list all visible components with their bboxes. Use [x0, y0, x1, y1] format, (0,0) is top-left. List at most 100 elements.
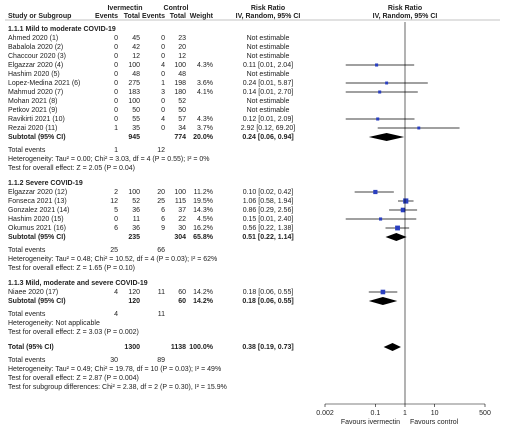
- column-header: Study or Subgroup: [8, 13, 71, 20]
- diamond: [385, 233, 407, 241]
- subtotal-it: 235: [128, 234, 140, 241]
- study-ci: Not estimable: [247, 35, 290, 42]
- subtotal-ct: 60: [178, 298, 186, 305]
- column-header: Total: [170, 13, 186, 20]
- study-ct: 50: [178, 107, 186, 114]
- study-ct: 60: [178, 289, 186, 296]
- x-tick-label: 500: [479, 410, 491, 417]
- study-name: Gonzalez 2021 (14): [8, 207, 69, 214]
- diamond: [368, 133, 405, 141]
- subtotal-weight: 65.8%: [193, 234, 214, 241]
- study-ci: 0.24 [0.01, 5.87]: [243, 80, 294, 87]
- total-it: 1300: [124, 344, 140, 351]
- study-ci: 1.06 [0.58, 1.94]: [243, 198, 294, 205]
- study-ie: 5: [114, 207, 118, 214]
- study-it: 100: [128, 62, 140, 69]
- subtotal-ct: 304: [174, 234, 186, 241]
- study-ci: 0.10 [0.02, 0.42]: [243, 189, 294, 196]
- study-ci: 0.18 [0.06, 0.55]: [243, 289, 294, 296]
- header-rr-plot: Risk Ratio: [388, 5, 422, 12]
- study-ce: 0: [161, 71, 165, 78]
- study-ci: 0.11 [0.01, 2.04]: [243, 62, 293, 69]
- study-ci: Not estimable: [247, 44, 290, 51]
- study-ce: 0: [161, 98, 165, 105]
- study-marker: [400, 207, 406, 213]
- study-ie: 12: [110, 198, 118, 205]
- study-ie: 0: [114, 116, 118, 123]
- diamond: [368, 297, 398, 305]
- study-name: Okumus 2021 (16): [8, 225, 66, 232]
- events-ce: 66: [157, 247, 165, 254]
- study-weight: 19.5%: [193, 198, 213, 205]
- events-ce: 12: [157, 147, 165, 154]
- study-ie: 0: [114, 107, 118, 114]
- study-ct: 198: [174, 80, 186, 87]
- study-ce: 4: [161, 116, 165, 123]
- study-ie: 2: [114, 189, 118, 196]
- subtotal-ct: 774: [174, 134, 186, 141]
- study-ie: 0: [114, 53, 118, 60]
- subtotal-it: 120: [128, 298, 140, 305]
- study-ce: 0: [161, 107, 165, 114]
- study-it: 120: [128, 289, 140, 296]
- study-name: Mahmud 2020 (7): [8, 89, 63, 96]
- study-weight: 4.3%: [197, 62, 213, 69]
- study-it: 36: [132, 207, 140, 214]
- total-weight: 100.0%: [189, 344, 214, 351]
- study-ce: 25: [157, 198, 165, 205]
- header-control: Control: [164, 5, 189, 12]
- study-marker: [378, 90, 382, 94]
- study-ct: 180: [174, 89, 186, 96]
- study-ct: 12: [178, 53, 186, 60]
- study-ie: 0: [114, 89, 118, 96]
- events-label: Total events: [8, 147, 46, 154]
- study-ce: 9: [161, 225, 165, 232]
- events-label: Total events: [8, 311, 46, 318]
- subtotal-ci: 0.24 [0.06, 0.94]: [242, 134, 293, 141]
- events-label: Total events: [8, 247, 46, 254]
- study-weight: 16.2%: [193, 225, 213, 232]
- study-ct: 100: [174, 189, 186, 196]
- events-ie: 30: [110, 357, 118, 364]
- study-name: Elgazzar 2020 (12): [8, 189, 67, 196]
- study-it: 52: [132, 198, 140, 205]
- subtotal-weight: 20.0%: [193, 134, 214, 141]
- events-ce: 11: [158, 311, 165, 318]
- events-label: Total events: [8, 357, 46, 364]
- study-weight: 14.2%: [193, 289, 213, 296]
- study-name: Chaccour 2020 (3): [8, 53, 66, 60]
- study-ie: 0: [114, 216, 118, 223]
- study-weight: 3.7%: [197, 125, 213, 132]
- study-ie: 0: [114, 71, 118, 78]
- study-ce: 4: [161, 62, 165, 69]
- study-marker: [417, 126, 421, 130]
- study-ie: 6: [114, 225, 118, 232]
- study-it: 42: [132, 44, 140, 51]
- total-ct: 1138: [171, 344, 186, 351]
- overall-heterogeneity: Heterogeneity: Tau² = 0.49; Chi² = 19.78…: [8, 366, 221, 373]
- study-ce: 0: [161, 53, 165, 60]
- study-it: 275: [128, 80, 140, 87]
- heterogeneity: Heterogeneity: Tau² = 0.00; Chi² = 3.03,…: [8, 156, 210, 163]
- heterogeneity: Heterogeneity: Tau² = 0.48; Chi² = 10.52…: [8, 256, 217, 263]
- study-ct: 100: [174, 62, 186, 69]
- study-name: Rezai 2020 (11): [8, 125, 57, 132]
- study-marker: [375, 63, 379, 67]
- group-title: 1.1.1 Mild to moderate COVID-19: [8, 26, 116, 33]
- study-ie: 1: [114, 125, 118, 132]
- study-it: 36: [132, 225, 140, 232]
- study-ie: 0: [114, 98, 118, 105]
- study-name: Elgazzar 2020 (4): [8, 62, 63, 69]
- study-it: 55: [132, 116, 140, 123]
- total-ci: 0.38 [0.19, 0.73]: [242, 344, 293, 351]
- total-label: Total (95% CI): [8, 344, 54, 351]
- x-tick-label: 1: [403, 410, 407, 417]
- subtotal-label: Subtotal (95% CI): [8, 134, 66, 141]
- study-name: Niaee 2020 (17): [8, 289, 58, 296]
- study-ie: 0: [114, 80, 118, 87]
- study-name: Hashim 2020 (5): [8, 71, 60, 78]
- study-ct: 23: [178, 35, 186, 42]
- column-header: Total: [124, 13, 140, 20]
- study-name: Ahmed 2020 (1): [8, 35, 58, 42]
